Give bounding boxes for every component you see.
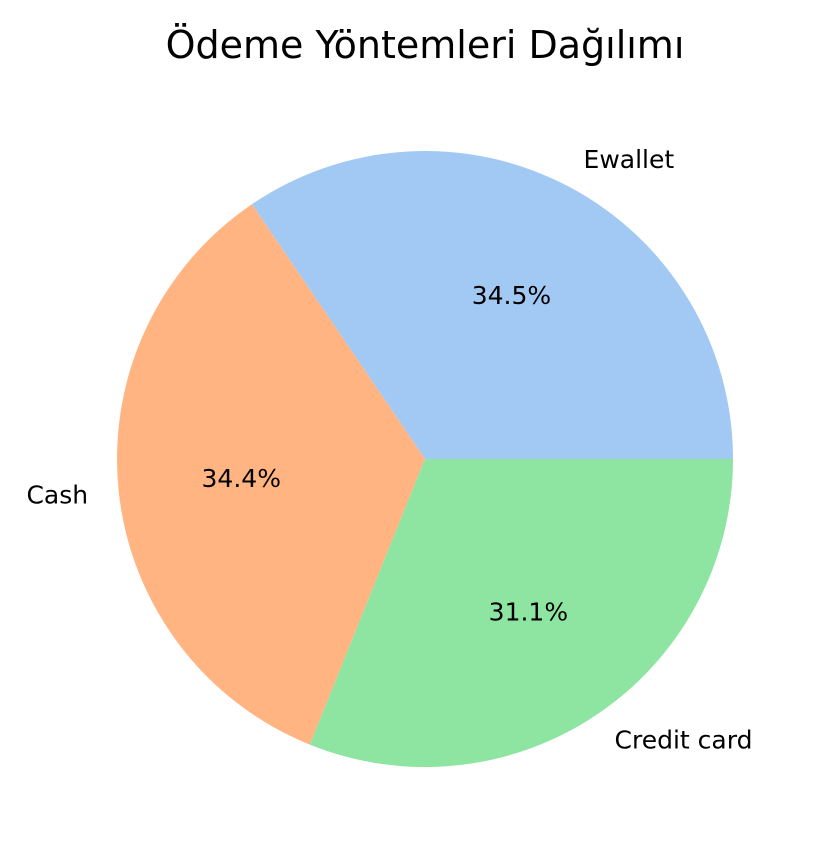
pie-slice-cash	[116, 204, 425, 745]
percent-label-credit-card: 31.1%	[489, 598, 568, 627]
pie-labels: Ewallet 34.5% Cash 34.4% Credit card 31.1%	[26, 145, 752, 754]
pie-slice-ewallet	[251, 151, 733, 459]
slice-label-credit-card: Credit card	[615, 725, 753, 754]
pie-slices	[116, 151, 733, 768]
percent-label-cash: 34.4%	[202, 464, 281, 493]
chart-title: Ödeme Yöntemleri Dağılımı	[166, 23, 685, 67]
slice-label-cash: Cash	[26, 481, 88, 510]
percent-label-ewallet: 34.5%	[472, 281, 551, 310]
pie-slice-credit-card	[309, 459, 733, 768]
slice-label-ewallet: Ewallet	[584, 145, 675, 174]
